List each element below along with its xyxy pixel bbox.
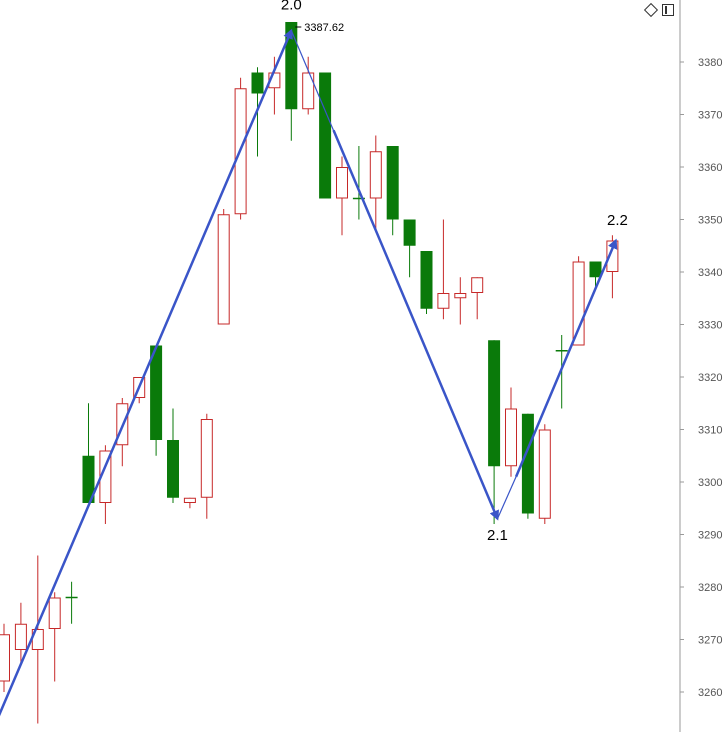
candle[interactable]	[437, 219, 450, 320]
candle-body	[48, 597, 61, 629]
candle[interactable]	[606, 235, 619, 299]
candle[interactable]	[521, 413, 534, 519]
wave-label: 2.2	[607, 212, 628, 229]
candle[interactable]	[31, 555, 44, 724]
price-axis: 3260 3270 3280 3290 3300 3310 3320 3330 3340 3350…	[679, 0, 722, 732]
candle-body	[437, 293, 450, 309]
candle-body	[167, 440, 179, 498]
diamond-icon[interactable]	[643, 2, 659, 18]
wave-line[interactable]	[332, 129, 499, 521]
candle[interactable]	[65, 581, 78, 624]
price-tick-label: 3360	[698, 162, 722, 174]
chart-corner-controls	[643, 2, 674, 18]
candle-body	[369, 151, 382, 199]
candle-body	[336, 167, 348, 199]
price-tick-label: 3260	[698, 687, 722, 699]
candle-body	[386, 146, 399, 220]
candle[interactable]	[217, 209, 230, 325]
price-tick-label: 3380	[698, 57, 722, 69]
panel-toggle-icon[interactable]	[662, 4, 674, 16]
candle-body	[538, 429, 551, 519]
candle-body	[420, 251, 433, 309]
candle[interactable]	[403, 219, 416, 278]
candle-body	[505, 408, 517, 467]
candle[interactable]	[200, 413, 213, 519]
candle-body	[572, 261, 585, 346]
candle-body	[302, 72, 315, 110]
candle[interactable]	[454, 277, 467, 325]
candle-body	[488, 340, 501, 467]
candle[interactable]	[471, 277, 484, 320]
candle[interactable]	[302, 56, 315, 115]
candle-body	[217, 214, 230, 325]
candle[interactable]	[116, 398, 129, 467]
price-tick-label: 3310	[698, 425, 722, 437]
high-price-label: 3387.62	[304, 22, 344, 34]
candle-body	[0, 634, 10, 682]
candle[interactable]	[572, 256, 585, 346]
candle-body	[403, 219, 416, 246]
candle-body	[183, 497, 196, 503]
candle[interactable]	[420, 251, 433, 314]
price-tick-label: 3340	[698, 267, 722, 279]
wave-label: 2.0	[281, 0, 302, 14]
candle-body	[319, 72, 332, 199]
candle[interactable]	[386, 146, 399, 236]
candle[interactable]	[268, 56, 281, 115]
price-tick-label: 3290	[698, 530, 722, 542]
candle[interactable]	[285, 21, 298, 141]
wave-line[interactable]	[496, 476, 517, 519]
candle[interactable]	[183, 497, 196, 509]
candle-body	[14, 623, 27, 650]
wave-line[interactable]	[514, 238, 618, 478]
candle[interactable]	[336, 156, 348, 236]
price-tick-label: 3370	[698, 110, 722, 122]
candle-body	[589, 261, 602, 278]
candle-body	[521, 413, 534, 514]
candle[interactable]	[14, 602, 27, 666]
candle-body	[82, 455, 95, 503]
candle[interactable]	[369, 135, 382, 231]
candle[interactable]	[167, 408, 179, 504]
wave-line[interactable]	[0, 28, 293, 724]
price-tick-label: 3270	[698, 635, 722, 647]
candle[interactable]	[589, 261, 602, 288]
candle-body	[200, 419, 213, 498]
plot-area: 3387.622.0 2.1 2.2	[0, 0, 628, 724]
candle-body	[454, 293, 467, 299]
candle[interactable]	[538, 424, 551, 524]
candle[interactable]	[150, 345, 163, 456]
price-tick-label: 3300	[698, 477, 722, 489]
candle-body	[251, 72, 264, 94]
candle-body	[150, 345, 163, 440]
wave-label: 2.1	[487, 527, 508, 544]
candle[interactable]	[319, 72, 332, 199]
candle[interactable]	[488, 340, 501, 524]
price-tick-label: 3320	[698, 372, 722, 384]
candle[interactable]	[0, 623, 10, 692]
candle-body	[471, 277, 484, 293]
candle[interactable]	[82, 403, 95, 503]
price-tick-label: 3280	[698, 582, 722, 594]
price-tick-label: 3330	[698, 320, 722, 332]
price-tick-label: 3350	[698, 215, 722, 227]
candle[interactable]	[505, 387, 517, 477]
candle[interactable]	[48, 592, 61, 682]
candle-body	[285, 21, 298, 110]
